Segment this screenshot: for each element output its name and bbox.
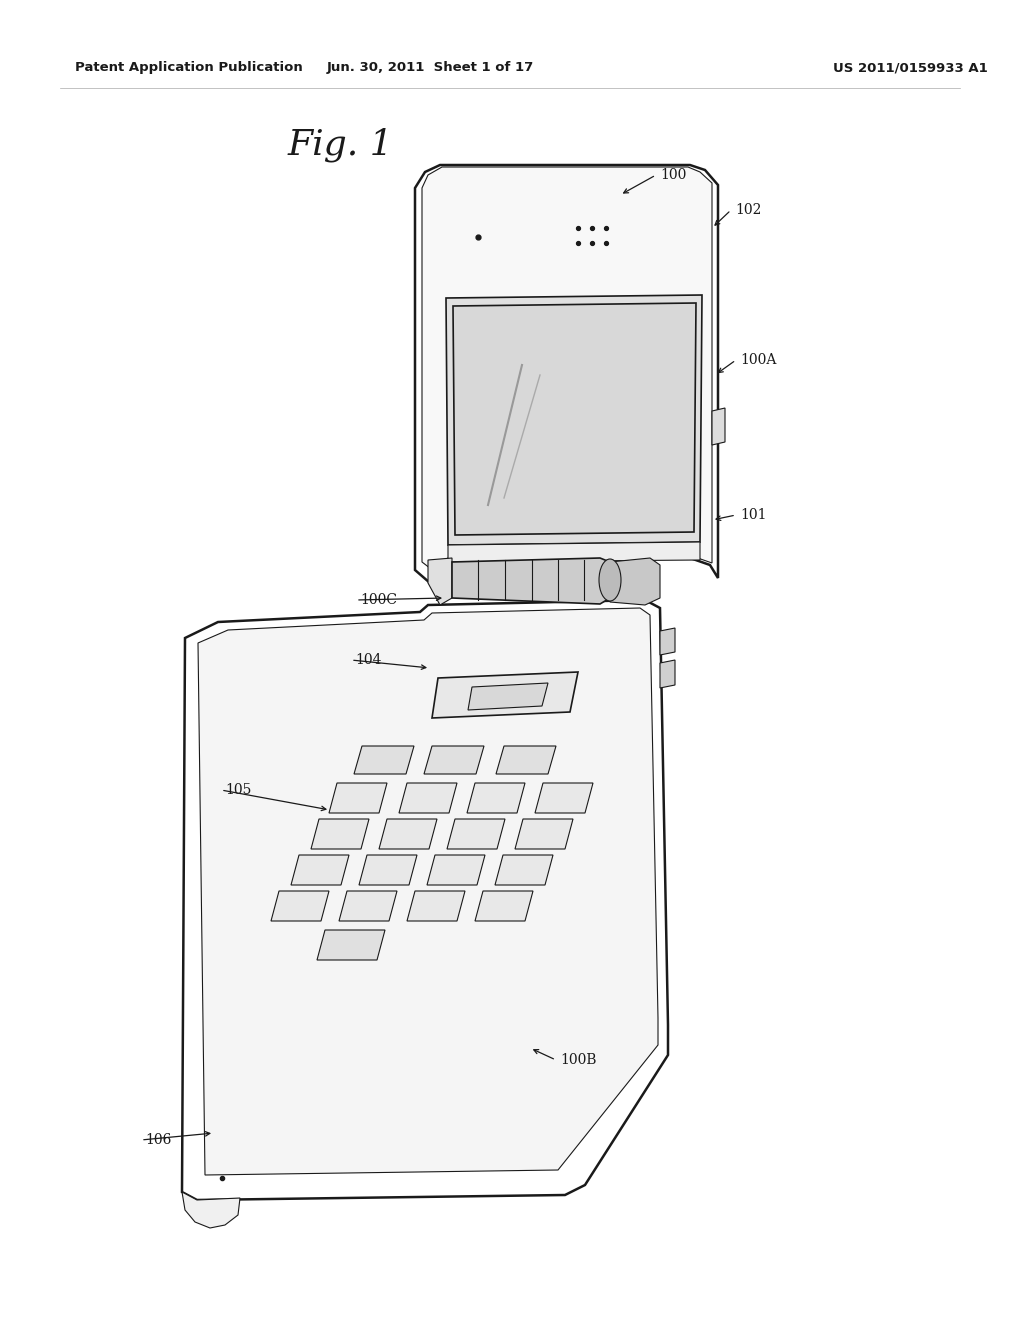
Polygon shape <box>468 682 548 710</box>
Polygon shape <box>515 818 573 849</box>
Polygon shape <box>354 746 414 774</box>
Polygon shape <box>428 558 452 605</box>
Polygon shape <box>339 891 397 921</box>
Polygon shape <box>447 818 505 849</box>
Text: US 2011/0159933 A1: US 2011/0159933 A1 <box>833 62 987 74</box>
Polygon shape <box>427 855 485 884</box>
Text: Fig. 1: Fig. 1 <box>287 128 393 162</box>
Polygon shape <box>317 931 385 960</box>
Polygon shape <box>453 304 696 535</box>
Text: 100A: 100A <box>740 352 776 367</box>
Text: Patent Application Publication: Patent Application Publication <box>75 62 303 74</box>
Polygon shape <box>446 294 702 545</box>
Text: 100: 100 <box>660 168 686 182</box>
Polygon shape <box>424 746 484 774</box>
Polygon shape <box>449 543 700 562</box>
Ellipse shape <box>599 558 621 601</box>
Polygon shape <box>496 746 556 774</box>
Text: 100C: 100C <box>360 593 397 607</box>
Polygon shape <box>359 855 417 884</box>
Text: 101: 101 <box>740 508 767 521</box>
Polygon shape <box>407 891 465 921</box>
Polygon shape <box>399 783 457 813</box>
Polygon shape <box>610 558 660 605</box>
Text: 104: 104 <box>355 653 382 667</box>
Text: 102: 102 <box>735 203 762 216</box>
Polygon shape <box>182 601 668 1200</box>
Text: 105: 105 <box>225 783 251 797</box>
Polygon shape <box>379 818 437 849</box>
Polygon shape <box>660 628 675 655</box>
Text: Jun. 30, 2011  Sheet 1 of 17: Jun. 30, 2011 Sheet 1 of 17 <box>327 62 534 74</box>
Polygon shape <box>422 168 712 572</box>
Polygon shape <box>495 855 553 884</box>
Polygon shape <box>198 609 658 1175</box>
Polygon shape <box>467 783 525 813</box>
Polygon shape <box>712 408 725 445</box>
Polygon shape <box>182 1192 240 1228</box>
Polygon shape <box>452 558 610 605</box>
Polygon shape <box>475 891 534 921</box>
Polygon shape <box>271 891 329 921</box>
Polygon shape <box>291 855 349 884</box>
Text: 106: 106 <box>145 1133 171 1147</box>
Polygon shape <box>329 783 387 813</box>
Polygon shape <box>415 165 718 583</box>
Polygon shape <box>432 672 578 718</box>
Polygon shape <box>311 818 369 849</box>
Text: 100B: 100B <box>560 1053 597 1067</box>
Polygon shape <box>535 783 593 813</box>
Polygon shape <box>660 660 675 688</box>
